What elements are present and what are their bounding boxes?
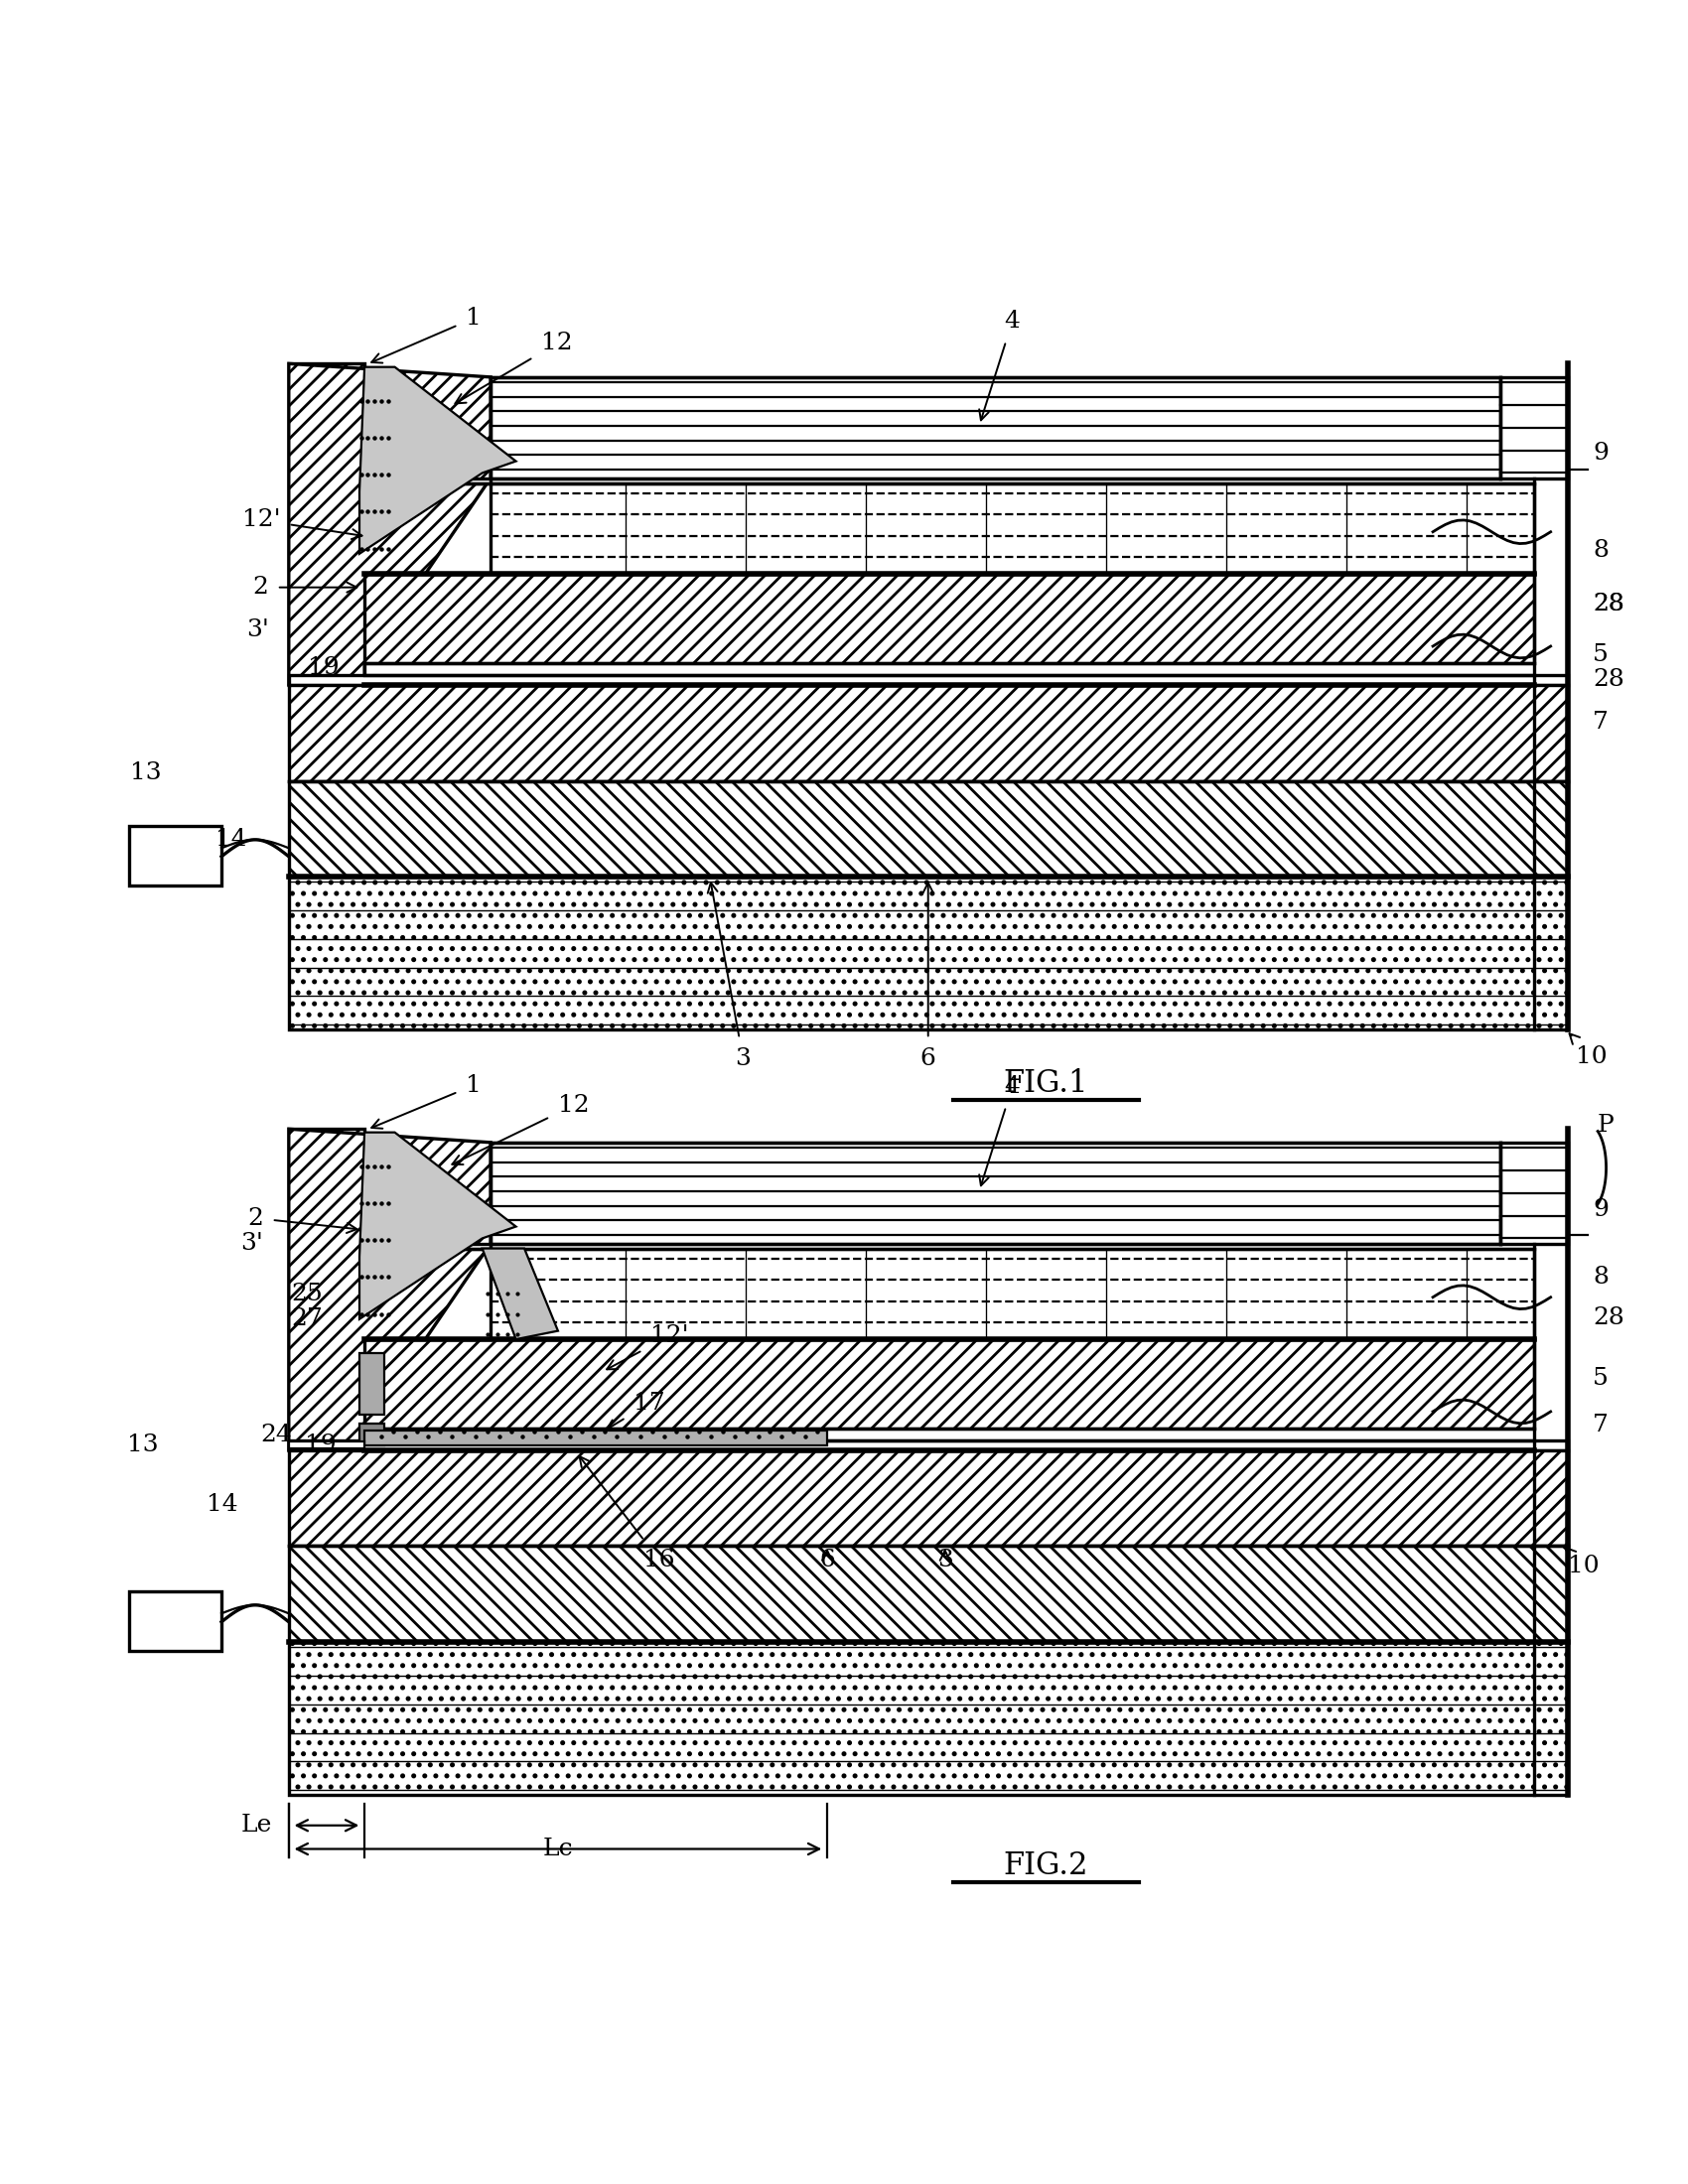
Text: 3: 3 <box>937 1548 952 1570</box>
Text: 12': 12' <box>606 1324 689 1369</box>
Bar <box>491 1142 1501 1243</box>
Text: 2: 2 <box>253 577 356 598</box>
Bar <box>1501 378 1568 478</box>
Polygon shape <box>289 782 1568 876</box>
Text: Le: Le <box>241 1815 272 1837</box>
Text: 12: 12 <box>452 1094 589 1164</box>
Bar <box>289 1441 365 1448</box>
Text: 5: 5 <box>1593 1367 1609 1389</box>
Text: 6: 6 <box>920 882 937 1070</box>
Text: 6: 6 <box>819 1548 836 1570</box>
Bar <box>128 826 221 885</box>
Text: 2: 2 <box>248 1208 356 1234</box>
Text: 12: 12 <box>456 332 572 404</box>
Polygon shape <box>360 367 517 555</box>
Bar <box>289 1642 1568 1795</box>
Text: 13: 13 <box>127 1435 159 1457</box>
Polygon shape <box>289 365 491 686</box>
Polygon shape <box>289 686 1568 782</box>
Text: 12': 12' <box>241 509 361 539</box>
Text: 17: 17 <box>606 1391 665 1431</box>
Bar <box>491 378 1501 478</box>
Text: 28: 28 <box>1593 592 1624 616</box>
Text: 8: 8 <box>1593 539 1609 561</box>
Text: 19: 19 <box>304 1435 336 1457</box>
Text: 4: 4 <box>979 1075 1020 1186</box>
Polygon shape <box>365 1243 1534 1339</box>
Polygon shape <box>289 1546 1568 1642</box>
Bar <box>289 1439 1568 1450</box>
Polygon shape <box>483 1249 559 1339</box>
Text: 19: 19 <box>307 657 339 679</box>
Text: 7: 7 <box>1593 710 1609 734</box>
Text: 24: 24 <box>260 1424 292 1446</box>
Polygon shape <box>360 1131 517 1319</box>
Text: FIG.1: FIG.1 <box>1003 1068 1089 1099</box>
Text: 4: 4 <box>979 310 1020 419</box>
Polygon shape <box>289 365 365 686</box>
Text: 28: 28 <box>1593 592 1624 616</box>
Text: 7: 7 <box>1593 1413 1609 1437</box>
Polygon shape <box>289 1129 491 1450</box>
Bar <box>1501 1142 1568 1243</box>
Bar <box>128 1592 221 1651</box>
Text: Lc: Lc <box>544 1837 574 1861</box>
Text: 9: 9 <box>1593 441 1609 465</box>
Text: 10: 10 <box>1565 1548 1599 1577</box>
Text: 9: 9 <box>1593 1199 1609 1221</box>
Text: FIG.2: FIG.2 <box>1003 1850 1089 1880</box>
Polygon shape <box>365 574 1534 664</box>
Bar <box>289 675 1568 686</box>
Text: 3': 3' <box>246 618 268 640</box>
Text: 10: 10 <box>1570 1033 1607 1068</box>
Text: 1: 1 <box>371 1075 481 1129</box>
Text: 28: 28 <box>1593 1306 1624 1328</box>
Text: 8: 8 <box>1593 1265 1609 1289</box>
Polygon shape <box>365 478 1534 574</box>
Polygon shape <box>360 1424 385 1446</box>
Polygon shape <box>289 1450 1568 1546</box>
Text: P: P <box>1599 1114 1614 1138</box>
Text: 5: 5 <box>1593 644 1609 666</box>
Text: 14: 14 <box>216 828 246 852</box>
Bar <box>289 876 1568 1031</box>
Text: 13: 13 <box>130 760 162 784</box>
Text: 3': 3' <box>241 1232 263 1256</box>
Polygon shape <box>365 1431 827 1446</box>
Text: 27: 27 <box>290 1308 322 1330</box>
Text: 14: 14 <box>208 1492 238 1516</box>
Text: 25: 25 <box>290 1282 322 1306</box>
Text: 3: 3 <box>707 882 751 1070</box>
Text: 1: 1 <box>371 306 481 363</box>
Polygon shape <box>365 1339 1534 1428</box>
Polygon shape <box>289 1129 365 1450</box>
Text: 28: 28 <box>1593 668 1624 692</box>
Polygon shape <box>360 1352 385 1415</box>
Text: 16: 16 <box>579 1457 675 1570</box>
